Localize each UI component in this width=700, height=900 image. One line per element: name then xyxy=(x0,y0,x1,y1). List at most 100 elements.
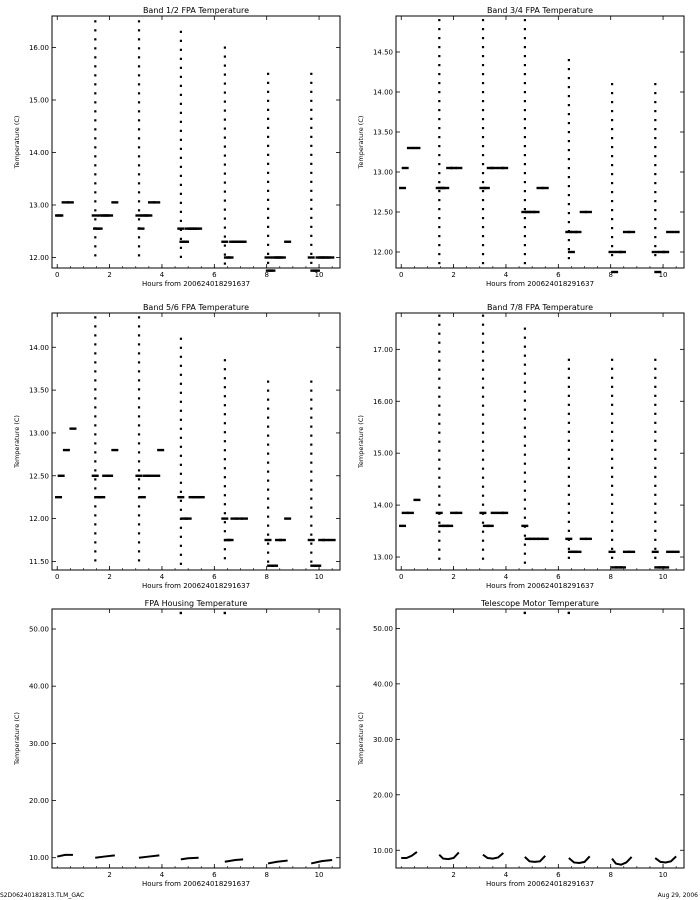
data-point-spike xyxy=(481,190,485,193)
data-point-spike xyxy=(567,158,570,161)
data-point-spike xyxy=(523,462,527,465)
data-point-spike xyxy=(179,138,183,141)
data-point-spike xyxy=(94,361,97,364)
data-point-spike xyxy=(179,508,183,511)
data-point xyxy=(615,566,623,569)
data-point-spike xyxy=(137,155,141,158)
data-point-spike xyxy=(223,208,226,211)
data-point-spike xyxy=(137,218,141,221)
data-point-spike xyxy=(310,389,313,392)
data-point xyxy=(482,186,490,190)
data-point-spike xyxy=(481,82,485,85)
data-point-spike xyxy=(94,316,97,319)
data-point-spike xyxy=(137,343,141,346)
data-point-spike xyxy=(137,119,141,122)
data-point-spike xyxy=(611,538,614,541)
data-point-spike xyxy=(94,424,97,427)
data-point-spike xyxy=(481,235,485,238)
x-tick-label: 10 xyxy=(659,271,668,279)
data-point-spike xyxy=(523,390,527,393)
data-point xyxy=(490,511,498,515)
data-point-spike xyxy=(438,190,441,193)
data-point xyxy=(406,146,414,150)
data-point-spike xyxy=(310,261,313,264)
data-point-spike xyxy=(567,484,570,487)
data-point-spike xyxy=(481,136,485,139)
data-point-spike xyxy=(179,364,183,367)
data-point-spike xyxy=(310,506,313,509)
data-point-spike xyxy=(654,430,657,433)
data-point-spike xyxy=(481,314,485,317)
footer-filename: S2D06240182813.TLM_GAC xyxy=(0,892,85,899)
data-point-spike xyxy=(438,440,441,443)
x-tick-label: 6 xyxy=(556,271,561,279)
data-point-spike xyxy=(611,367,614,370)
data-point-spike xyxy=(310,171,313,174)
data-point-spike xyxy=(267,180,270,183)
data-point-spike xyxy=(567,529,570,532)
data-point-spike xyxy=(310,90,313,93)
data-point xyxy=(541,186,549,190)
data-point-spike xyxy=(94,38,97,41)
data-point-spike xyxy=(567,466,570,469)
data-point-spike xyxy=(310,479,313,482)
data-point-spike xyxy=(523,82,527,85)
data-point-spike xyxy=(267,189,270,192)
data-point-spike xyxy=(267,243,270,246)
data-point xyxy=(188,495,196,499)
chart-panel-1: Band 1/2 FPA Temperature 0 2 4 6 8 10 12.00 13.0… xyxy=(13,6,341,288)
data-point-spike xyxy=(567,221,570,224)
data-point xyxy=(314,564,322,567)
data-point-spike xyxy=(438,494,441,497)
data-point-spike xyxy=(438,530,441,533)
data-point xyxy=(66,201,74,204)
data-point-spike xyxy=(523,480,527,483)
data-point-spike xyxy=(481,431,485,434)
data-point-spike xyxy=(94,65,97,68)
plot-frame xyxy=(395,15,685,269)
data-point-spike xyxy=(438,172,441,175)
data-point-spike xyxy=(179,30,183,33)
data-point-spike xyxy=(654,200,657,203)
data-point-spike xyxy=(94,523,97,526)
data-point xyxy=(239,240,247,243)
data-point-spike xyxy=(654,245,657,248)
data-line-segment xyxy=(524,855,546,863)
data-point-spike xyxy=(438,109,441,112)
data-point-spike xyxy=(438,163,441,166)
data-point-spike xyxy=(267,72,270,75)
x-tick-label: 4 xyxy=(160,871,165,879)
data-point-spike xyxy=(94,469,97,472)
data-point-spike xyxy=(267,171,270,174)
data-point xyxy=(284,517,292,520)
data-point-spike xyxy=(481,253,485,256)
data-point-spike xyxy=(481,199,485,202)
data-point-spike xyxy=(310,153,313,156)
data-point-spike xyxy=(137,74,141,77)
data-point-spike xyxy=(567,95,570,98)
data-point-spike xyxy=(523,408,527,411)
data-point xyxy=(153,474,161,477)
data-point-spike xyxy=(438,37,441,40)
data-point xyxy=(622,550,630,554)
data-line-segment xyxy=(267,859,288,865)
data-point-spike xyxy=(611,245,614,248)
data-point-spike xyxy=(267,524,270,527)
data-point-spike xyxy=(481,332,485,335)
x-tick-label: 4 xyxy=(160,271,165,279)
data-point-spike xyxy=(481,494,485,497)
data-point-spike xyxy=(310,81,313,84)
data-point-spike xyxy=(310,243,313,246)
data-point-spike xyxy=(267,252,270,255)
data-point-spike xyxy=(179,472,183,475)
data-line-segment xyxy=(180,856,199,861)
data-point-spike xyxy=(310,135,313,138)
data-point-spike xyxy=(137,29,141,32)
data-point-spike xyxy=(179,418,183,421)
data-point-spike xyxy=(523,498,527,501)
y-tick-label: 30.00 xyxy=(373,736,393,744)
data-point-spike xyxy=(611,128,614,131)
data-point-spike xyxy=(438,350,441,353)
data-point xyxy=(55,495,63,499)
data-point-spike xyxy=(654,502,657,505)
